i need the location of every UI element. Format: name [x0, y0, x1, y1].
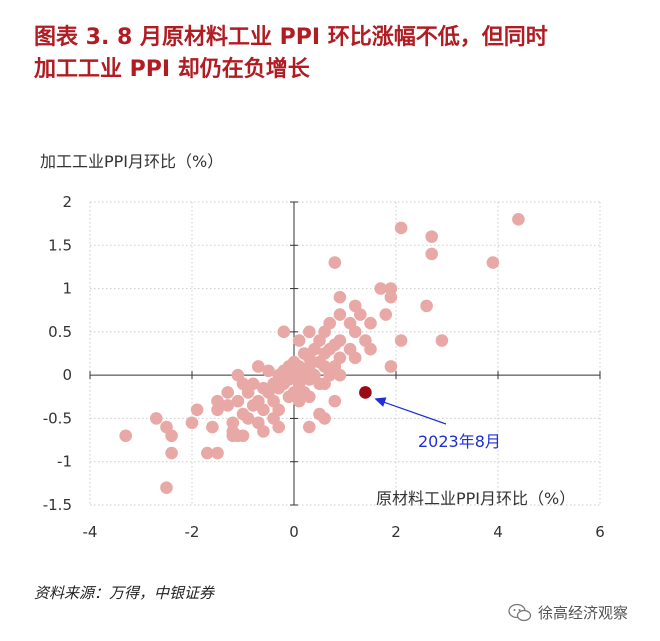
- data-point: [206, 420, 219, 434]
- data-point: [150, 412, 163, 425]
- data-point: [384, 360, 398, 373]
- annotation-arrow-line: [376, 398, 447, 425]
- data-point: [328, 256, 342, 269]
- data-point: [282, 390, 296, 404]
- x-tick-label: 4: [493, 523, 503, 541]
- data-point: [379, 308, 393, 321]
- highlight-point: [359, 386, 372, 399]
- data-point: [318, 412, 331, 425]
- axes: [89, 201, 601, 506]
- source-note: 资料来源：万得，中银证券: [34, 584, 215, 602]
- data-point: [318, 377, 331, 391]
- data-point: [348, 325, 362, 339]
- data-point: [303, 325, 316, 339]
- y-tick-label: 1.5: [48, 236, 72, 254]
- data-point: [221, 386, 234, 399]
- data-point: [257, 403, 270, 417]
- data-point: [364, 316, 377, 330]
- x-tick-label: -4: [83, 523, 98, 541]
- x-tick-labels: -4 -2 0 2 4 6: [83, 523, 605, 541]
- data-point: [211, 394, 224, 408]
- y-tick-label: -1.5: [43, 496, 72, 514]
- scatter-points: [119, 213, 525, 494]
- data-point: [165, 429, 178, 443]
- data-point: [226, 416, 240, 430]
- data-point: [374, 282, 388, 295]
- data-point: [241, 386, 255, 399]
- data-point: [303, 373, 316, 386]
- data-point: [364, 342, 377, 356]
- x-tick-label: 0: [289, 523, 299, 541]
- data-point: [221, 399, 234, 412]
- data-point: [262, 364, 275, 378]
- data-point: [185, 416, 199, 430]
- data-point: [384, 290, 398, 304]
- watermark: 徐高经济观察: [508, 602, 628, 623]
- y-tick-label: 1: [62, 280, 72, 298]
- data-point: [201, 446, 214, 460]
- wechat-icon: [508, 603, 532, 621]
- data-point: [333, 290, 347, 304]
- x-tick-label: -2: [185, 523, 200, 541]
- data-point: [435, 334, 449, 347]
- data-point: [211, 446, 224, 460]
- y-tick-labels: -1.5 -1 -0.5 0 0.5 1 1.5 2: [43, 193, 72, 514]
- data-point: [303, 420, 316, 434]
- data-point: [190, 403, 204, 417]
- figure-title: 图表 3. 8 月原材料工业 PPI 环比涨幅不低，但同时 加工工业 PPI 却…: [34, 22, 644, 86]
- x-tick-label: 2: [391, 523, 401, 541]
- y-tick-label: -1: [57, 453, 72, 471]
- x-axis-label: 原材料工业PPI月环比（%）: [376, 489, 576, 508]
- y-tick-label: 0: [62, 366, 72, 384]
- watermark-text: 徐高经济观察: [538, 604, 629, 622]
- figure-title-line-2: 加工工业 PPI 却仍在负增长: [34, 57, 310, 82]
- data-point: [303, 390, 316, 404]
- data-point: [333, 368, 347, 382]
- highlight-annotation: 2023年8月: [418, 432, 501, 451]
- data-point: [246, 399, 260, 412]
- data-point: [231, 394, 245, 408]
- y-tick-label: 2: [62, 193, 72, 211]
- data-point: [241, 412, 255, 425]
- data-point: [292, 334, 306, 347]
- data-point: [394, 334, 408, 347]
- data-point: [292, 394, 306, 408]
- data-point: [272, 381, 286, 395]
- data-point: [165, 446, 178, 460]
- data-point: [277, 325, 291, 339]
- y-tick-label: 0.5: [48, 323, 72, 341]
- data-point: [394, 221, 408, 235]
- data-point: [425, 247, 439, 261]
- data-point: [354, 308, 367, 321]
- data-point: [236, 429, 250, 443]
- data-point: [257, 425, 270, 438]
- data-point: [272, 420, 286, 434]
- y-tick-label: -0.5: [43, 409, 72, 427]
- x-tick-label: 6: [595, 523, 605, 541]
- data-point: [486, 256, 500, 269]
- data-point: [420, 299, 433, 313]
- data-point: [333, 308, 347, 321]
- grid-lines: [89, 201, 601, 506]
- data-point: [160, 481, 173, 494]
- data-point: [384, 282, 398, 295]
- data-point: [211, 403, 224, 417]
- data-point: [303, 351, 316, 365]
- data-point: [328, 394, 342, 408]
- highlight-group: [359, 386, 447, 425]
- data-point: [512, 213, 525, 226]
- annotation-arrowhead: [374, 397, 387, 407]
- y-axis-label: 加工工业PPI月环比（%）: [40, 152, 224, 171]
- scatter-chart: -1.5 -1 -0.5 0 0.5 1 1.5 2 -4 -2 0 2 4 6: [43, 193, 605, 541]
- data-point: [425, 230, 439, 243]
- data-point: [119, 429, 132, 443]
- figure-title-line-1: 图表 3. 8 月原材料工业 PPI 环比涨幅不低，但同时: [34, 25, 548, 50]
- data-point: [251, 360, 265, 373]
- data-point: [348, 351, 362, 365]
